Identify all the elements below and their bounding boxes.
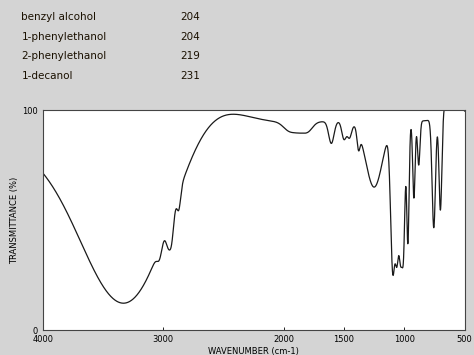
Text: 219: 219 [180,51,200,61]
Y-axis label: TRANSMITTANCE (%): TRANSMITTANCE (%) [10,176,19,264]
X-axis label: WAVENUMBER (cm-1): WAVENUMBER (cm-1) [208,347,299,355]
Text: 1-decanol: 1-decanol [21,71,73,81]
Text: 1-phenylethanol: 1-phenylethanol [21,32,107,42]
Text: benzyl alcohol: benzyl alcohol [21,12,96,22]
Text: 231: 231 [180,71,200,81]
Text: 204: 204 [180,12,200,22]
Text: 204: 204 [180,32,200,42]
Text: 2-phenylethanol: 2-phenylethanol [21,51,107,61]
